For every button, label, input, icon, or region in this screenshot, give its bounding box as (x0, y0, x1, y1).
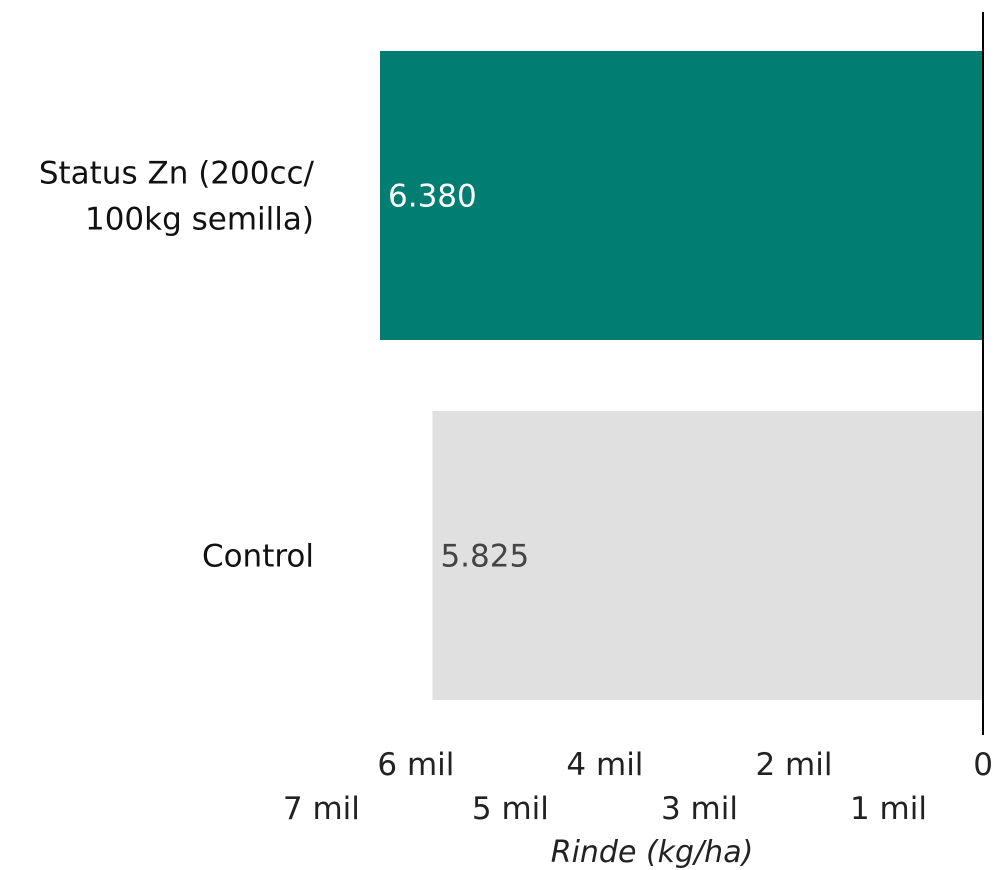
x-tick-label: 1 mil (850, 791, 927, 827)
bar-2 (432, 411, 983, 700)
x-tick-label: 7 mil (283, 791, 360, 827)
x-tick-label: 3 mil (661, 791, 738, 827)
category-label-line: 100kg semilla) (85, 202, 314, 238)
x-tick-label: 0 (973, 747, 993, 783)
x-tick-label: 6 mil (377, 747, 454, 783)
category-label-2: Control (202, 539, 314, 575)
category-label-line: Status Zn (200cc/ (39, 156, 315, 192)
x-tick-labels: 0 1 mil 2 mil 3 mil 4 mil 5 mil 6 mil 7 mil (283, 747, 993, 827)
x-tick-label: 2 mil (755, 747, 832, 783)
x-axis-title: Rinde (kg/ha) (551, 835, 754, 870)
data-labels: 6.380 5.825 (388, 179, 529, 575)
category-label-1: Status Zn (200cc/100kg semilla) (39, 156, 315, 238)
x-tick-label: 4 mil (566, 747, 643, 783)
category-labels: Status Zn (200cc/100kg semilla) Control (39, 156, 315, 575)
category-label-line: Control (202, 539, 314, 575)
bar-value-label-1: 6.380 (388, 179, 477, 215)
x-tick-label: 5 mil (472, 791, 549, 827)
bars-layer (380, 51, 983, 700)
bar-1 (380, 51, 983, 340)
bar-value-label-2: 5.825 (440, 539, 529, 575)
